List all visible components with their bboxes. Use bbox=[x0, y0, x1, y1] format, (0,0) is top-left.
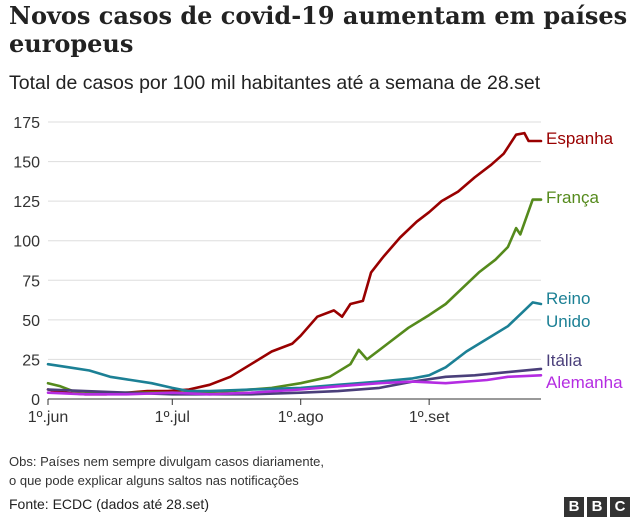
note-line-1: Obs: Países nem sempre divulgam casos di… bbox=[9, 454, 325, 469]
logo-letter-3: C bbox=[610, 497, 630, 517]
grid-lines bbox=[48, 121, 541, 400]
note-line-2: o que pode explicar alguns saltos nas no… bbox=[9, 473, 299, 488]
series-labels: Espanha França Reino Unido Itália Alemanha bbox=[546, 129, 623, 392]
logo-letter-1: B bbox=[564, 497, 584, 517]
series-line-frança bbox=[46, 198, 543, 394]
bbc-logo: B B C bbox=[564, 497, 630, 517]
y-tick-label: 150 bbox=[13, 155, 40, 172]
y-tick-label: 25 bbox=[22, 352, 40, 369]
series-label: Alemanha bbox=[546, 373, 623, 392]
chart-note: Obs: Países nem sempre divulgam casos di… bbox=[9, 452, 429, 490]
series-label: França bbox=[546, 188, 599, 207]
y-tick-label: 125 bbox=[13, 194, 40, 211]
x-tick-label: 1º.ago bbox=[278, 409, 324, 426]
series-label: Itália bbox=[546, 351, 582, 370]
logo-letter-2: B bbox=[587, 497, 607, 517]
y-axis-tick-labels: 0 25 50 75 100 125 150 175 bbox=[13, 115, 40, 409]
y-tick-label: 0 bbox=[31, 392, 40, 409]
series-line-reino-unido bbox=[46, 301, 543, 393]
series-label: Unido bbox=[546, 312, 590, 331]
x-axis-ticks: 1º.jun 1º.jul 1º.ago 1º.set bbox=[28, 399, 450, 426]
y-tick-label: 75 bbox=[22, 273, 40, 290]
x-tick-label: 1º.set bbox=[409, 409, 450, 426]
y-tick-label: 50 bbox=[22, 313, 40, 330]
series-lines bbox=[46, 131, 543, 396]
y-tick-label: 175 bbox=[13, 115, 40, 132]
x-tick-label: 1º.jun bbox=[28, 409, 69, 426]
chart-subtitle: Total de casos por 100 mil habitantes at… bbox=[9, 72, 541, 94]
page-title: Novos casos de covid-19 aumentam em país… bbox=[9, 1, 628, 58]
source-text: Fonte: ECDC (dados até 28.set) bbox=[9, 496, 209, 512]
x-tick-label: 1º.jul bbox=[155, 409, 190, 426]
series-line-espanha bbox=[46, 131, 543, 396]
y-tick-label: 100 bbox=[13, 234, 40, 251]
series-line-alemanha bbox=[46, 374, 543, 396]
series-label: Reino bbox=[546, 289, 590, 308]
series-label: Espanha bbox=[546, 129, 614, 148]
